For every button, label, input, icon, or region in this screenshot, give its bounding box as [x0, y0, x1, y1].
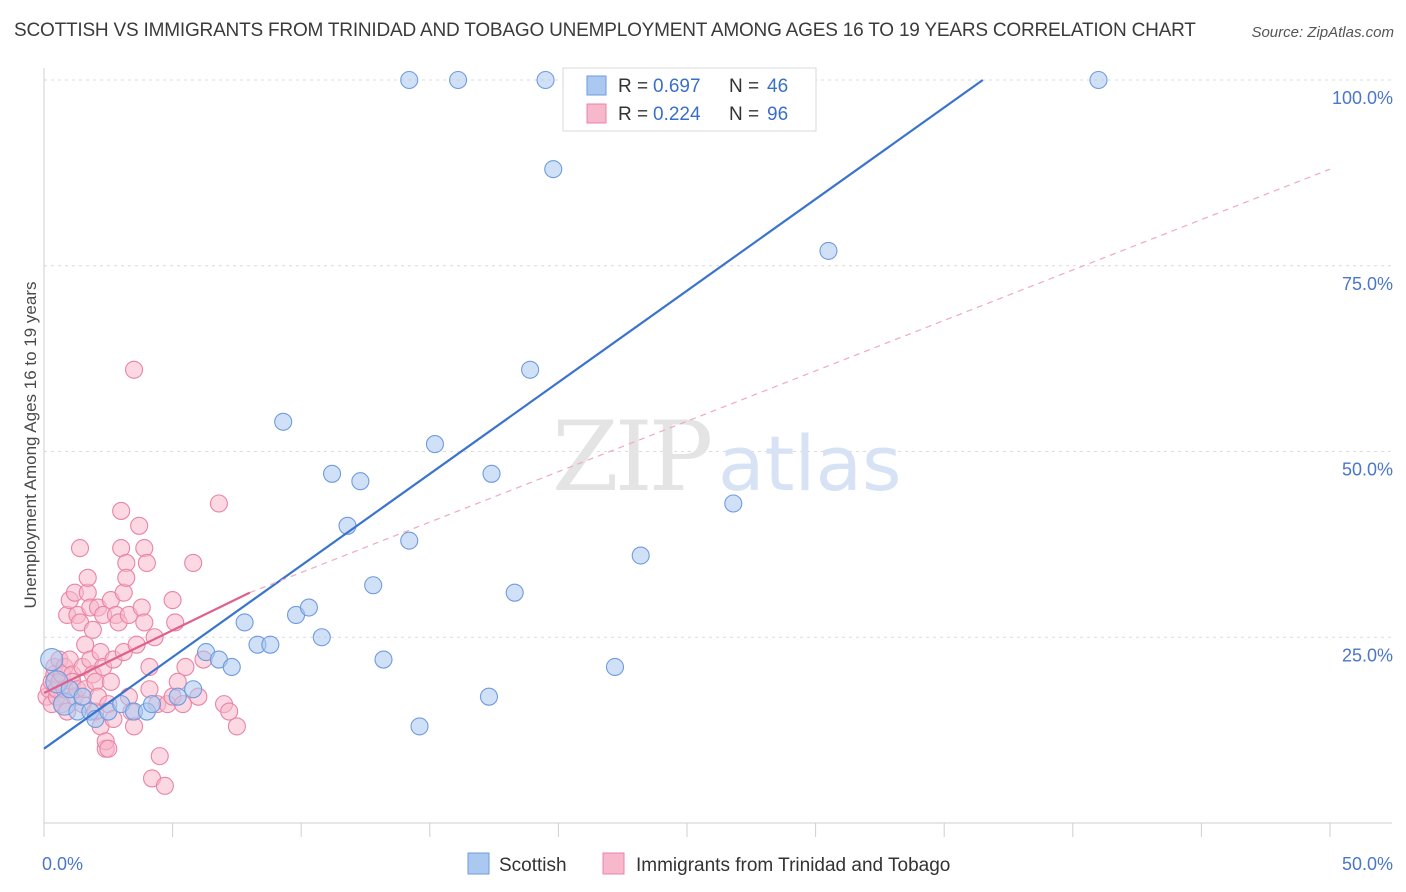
- y-axis-label: Unemployment Among Ages 16 to 19 years: [21, 282, 40, 609]
- y-tick-label-3: 100.0%: [1332, 88, 1393, 108]
- scottish-point-46: [819, 241, 838, 260]
- scottish-point-34: [449, 70, 468, 90]
- legend-swatch-trinidad: [586, 103, 607, 124]
- scottish-point-20: [261, 635, 280, 654]
- scottish-point-23: [299, 598, 318, 617]
- trinidad-point-46: [99, 739, 118, 758]
- trinidad-point-66: [130, 516, 149, 535]
- scottish-point-36: [482, 464, 501, 483]
- watermark-zip: ZIP: [552, 401, 711, 513]
- trinidad-point-68: [135, 613, 154, 632]
- scottish-point-21: [274, 412, 293, 431]
- legend-n-label-trinidad: N =: [729, 104, 759, 125]
- x-tick-label-0: 0.0%: [42, 854, 83, 874]
- scottish-point-13: [168, 687, 187, 706]
- scottish-point-45: [724, 494, 743, 513]
- source-label: Source: ZipAtlas.com: [1251, 24, 1394, 41]
- y-tick-label-1: 50.0%: [1342, 460, 1393, 480]
- y-tick-label-0: 25.0%: [1342, 645, 1393, 665]
- trinidad-point-90: [220, 702, 239, 721]
- trinidad-trend-extension: [249, 168, 1331, 594]
- scottish-point-44: [631, 546, 650, 565]
- scottish-point-17: [222, 657, 241, 677]
- trend-lines: [43, 79, 1331, 750]
- legend-n-scottish: 46: [767, 76, 788, 97]
- x-tick-label-1: 50.0%: [1342, 854, 1393, 874]
- scottish-point-31: [400, 531, 419, 550]
- scottish-point-27: [351, 472, 370, 491]
- scottish-point-12: [142, 695, 162, 714]
- scottish-point-24: [312, 628, 331, 647]
- scottish-point-43: [605, 657, 625, 677]
- legend-n-label-scottish: N =: [729, 76, 759, 97]
- tick-labels: 25.0% 50.0% 75.0% 100.0% 0.0% 50.0%: [42, 88, 1393, 874]
- trinidad-point-77: [155, 776, 174, 795]
- trinidad-point-88: [209, 494, 228, 513]
- grid-lines: [44, 79, 1392, 638]
- bottom-legend-trinidad: Immigrants from Trinidad and Tobago: [636, 855, 950, 876]
- trinidad-point-56: [114, 583, 133, 602]
- scottish-point-30: [400, 70, 419, 90]
- trinidad-points: [37, 360, 246, 795]
- trinidad-point-76: [150, 747, 169, 766]
- scottish-point-0: [40, 647, 64, 672]
- trinidad-point-67: [132, 598, 151, 617]
- scottish-point-28: [364, 576, 383, 595]
- scottish-points: [40, 70, 1108, 736]
- scottish-point-39: [536, 70, 555, 90]
- trinidad-point-91: [227, 717, 246, 736]
- scottish-point-5: [73, 687, 92, 706]
- trinidad-point-34: [83, 620, 102, 639]
- trinidad-point-84: [176, 657, 195, 677]
- trinidad-point-63: [124, 360, 144, 379]
- trinidad-point-69: [135, 539, 154, 558]
- trinidad-point-70: [137, 553, 156, 573]
- legend-r-label-trinidad: R =: [618, 104, 648, 125]
- bottom-legend-scottish: Scottish: [499, 855, 567, 876]
- trinidad-point-80: [163, 591, 182, 610]
- bottom-swatch-scottish: [467, 852, 490, 875]
- scottish-point-38: [521, 360, 540, 379]
- trinidad-point-71: [140, 680, 159, 699]
- legend-r-scottish: 0.697: [653, 76, 701, 97]
- y-tick-label-2: 75.0%: [1342, 274, 1393, 294]
- bottom-legend: Scottish Immigrants from Trinidad and To…: [467, 852, 950, 876]
- scottish-point-25: [323, 464, 342, 483]
- trinidad-point-85: [184, 553, 203, 573]
- trinidad-point-24: [70, 539, 90, 558]
- scottish-point-40: [544, 160, 563, 179]
- trinidad-trend-line: [43, 591, 251, 694]
- legend-n-trinidad: 96: [767, 104, 788, 125]
- scottish-point-32: [410, 717, 429, 736]
- scottish-point-33: [425, 435, 444, 454]
- scottish-point-29: [374, 650, 393, 669]
- scottish-point-18: [235, 613, 254, 632]
- legend-swatch-scottish: [586, 75, 607, 96]
- trinidad-point-59: [117, 568, 136, 587]
- trinidad-point-31: [78, 568, 97, 587]
- trinidad-point-48: [101, 672, 120, 691]
- scottish-point-47: [1089, 70, 1108, 90]
- scottish-trend-line: [43, 79, 984, 750]
- legend-r-label-scottish: R =: [618, 76, 648, 97]
- legend-r-trinidad: 0.224: [653, 104, 701, 125]
- trinidad-point-54: [112, 501, 131, 520]
- bottom-swatch-trinidad: [602, 852, 625, 875]
- scottish-point-37: [505, 583, 524, 602]
- scottish-point-35: [479, 687, 499, 706]
- chart-title: SCOTTISH VS IMMIGRANTS FROM TRINIDAD AND…: [14, 20, 1196, 41]
- watermark-atlas: atlas: [718, 419, 902, 508]
- scottish-point-14: [184, 680, 203, 699]
- trinidad-point-37: [86, 672, 105, 691]
- legend-box: R = 0.697 N = 46 R = 0.224 N = 96: [562, 67, 817, 132]
